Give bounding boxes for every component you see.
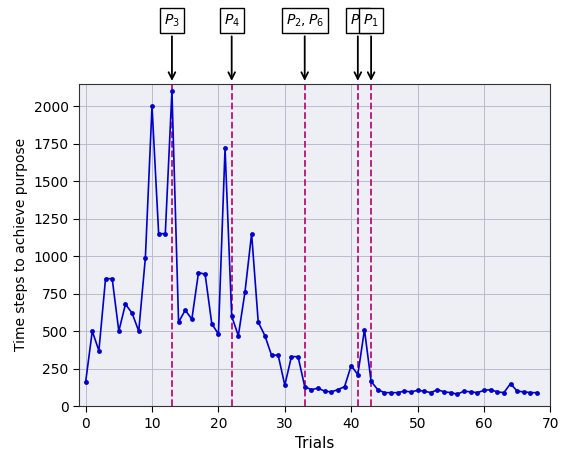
Text: $P_2, P_6$: $P_2, P_6$	[286, 13, 324, 79]
X-axis label: Trials: Trials	[295, 436, 335, 451]
Text: $P_1$: $P_1$	[363, 13, 379, 79]
Text: $P_3$: $P_3$	[164, 13, 180, 79]
Y-axis label: Time steps to achieve purpose: Time steps to achieve purpose	[14, 139, 28, 352]
Text: $P_4$: $P_4$	[223, 13, 240, 79]
Text: $P_5$: $P_5$	[350, 13, 366, 79]
